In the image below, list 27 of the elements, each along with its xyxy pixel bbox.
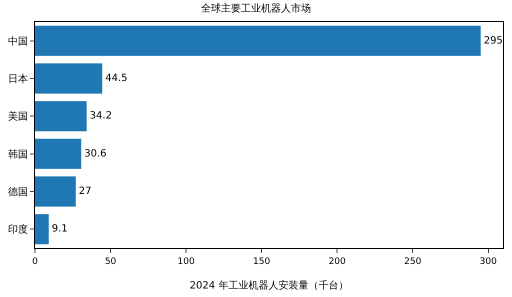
bar <box>35 63 102 94</box>
bar <box>35 101 87 132</box>
y-tick-label: 韩国 <box>8 148 28 160</box>
x-tick-label: 300 <box>480 256 498 267</box>
bar <box>35 214 49 244</box>
bar <box>35 176 76 207</box>
chart-title: 全球主要工业机器人市场 <box>201 2 311 14</box>
data-label: 30.6 <box>84 148 106 160</box>
y-tick-label: 中国 <box>8 35 28 48</box>
y-tick-label: 日本 <box>8 73 28 85</box>
data-label: 44.5 <box>105 73 128 84</box>
x-tick-label: 200 <box>328 256 346 267</box>
bar <box>35 26 481 56</box>
y-tick-label: 印度 <box>8 224 28 236</box>
x-axis-title: 2024 年工业机器人安装量（千台） <box>190 279 348 292</box>
data-label: 295 <box>484 35 503 46</box>
y-tick-label: 美国 <box>8 110 28 123</box>
y-tick-label: 德国 <box>8 187 28 198</box>
x-tick-label: 0 <box>32 256 38 267</box>
x-tick-label: 150 <box>253 256 270 267</box>
data-label: 27 <box>78 186 92 197</box>
data-label: 9.1 <box>52 224 68 235</box>
data-label: 34.2 <box>90 110 112 122</box>
x-tick-label: 250 <box>404 256 422 267</box>
x-tick-label: 50 <box>104 256 117 267</box>
x-tick-label: 100 <box>177 256 195 267</box>
bar <box>35 138 82 169</box>
